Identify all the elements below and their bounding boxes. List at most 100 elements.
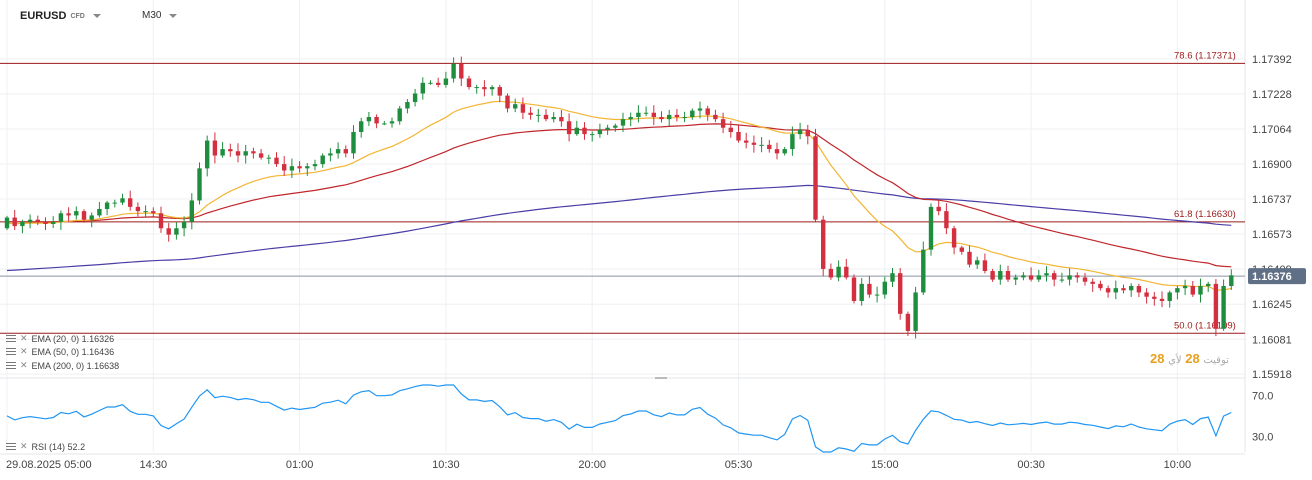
candle-body	[682, 117, 687, 119]
candle	[35, 215, 40, 226]
candle-body	[212, 140, 218, 156]
candle	[874, 286, 880, 303]
candle	[520, 97, 526, 120]
candle	[389, 117, 395, 128]
candle-body	[759, 144, 764, 146]
candle	[1005, 265, 1011, 282]
legend-ema200[interactable]: ✕ EMA (200, 0) 1.16638	[6, 360, 119, 371]
candle	[266, 154, 271, 164]
candle	[466, 75, 472, 90]
candle	[651, 105, 656, 126]
candle-body	[220, 149, 225, 156]
candle-body	[882, 281, 887, 295]
candle	[720, 112, 726, 134]
candle-body	[51, 221, 56, 224]
current-price-label: 1.16376	[1252, 271, 1292, 283]
candle	[574, 120, 579, 136]
candle	[97, 202, 102, 218]
candle-body	[674, 114, 680, 118]
candle-body	[574, 127, 579, 135]
candle	[420, 77, 425, 100]
candle	[590, 131, 595, 142]
candle	[174, 222, 179, 240]
candle-body	[66, 213, 71, 216]
timeframe-selector[interactable]: M30	[142, 10, 178, 21]
candle	[1013, 274, 1018, 286]
candle	[312, 159, 318, 171]
candle-body	[921, 249, 926, 293]
candle	[235, 143, 241, 163]
candle-body	[35, 219, 40, 222]
candle-body	[874, 294, 880, 296]
candle	[690, 108, 695, 120]
candle-body	[590, 134, 595, 136]
candle	[813, 128, 818, 222]
candle	[135, 202, 141, 217]
list-icon	[6, 362, 16, 369]
candle	[1175, 285, 1180, 300]
candle-body	[1206, 283, 1211, 287]
candle	[620, 112, 626, 133]
candle	[243, 144, 248, 164]
candle-body	[1152, 296, 1157, 299]
ema50-line	[6, 123, 1232, 268]
candle-body	[251, 151, 256, 154]
candle-body	[282, 164, 287, 171]
candle-body	[343, 149, 348, 154]
current-price-tag-bg	[1248, 268, 1306, 285]
candle	[998, 264, 1003, 285]
legend-rsi[interactable]: ✕ RSI (14) 52.2	[6, 441, 85, 452]
candle-body	[120, 198, 125, 203]
candle	[220, 142, 225, 158]
price-axis: 1.17392 1.17228 1.17064 1.16900 1.16737 1.165…	[1248, 54, 1306, 381]
candle-body	[713, 114, 718, 120]
candle	[158, 206, 164, 233]
candle	[759, 137, 764, 153]
candle	[790, 126, 795, 156]
legend-ema20[interactable]: ✕ EMA (20, 0) 1.16326	[6, 333, 114, 344]
candle-body	[482, 87, 487, 90]
candle-body	[351, 131, 356, 154]
candle-body	[58, 213, 64, 222]
candle-body	[12, 217, 17, 227]
close-icon[interactable]: ✕	[20, 333, 28, 343]
price-tick-label: 1.16900	[1252, 159, 1292, 171]
candle	[4, 215, 10, 230]
candle-body	[774, 149, 780, 154]
candle-body	[43, 221, 48, 224]
candle-body	[967, 251, 972, 265]
candle	[205, 135, 210, 177]
candle-body	[397, 108, 402, 122]
legend-ema50-label: EMA (50, 0) 1.16436	[31, 346, 115, 357]
close-icon[interactable]: ✕	[20, 360, 28, 370]
candle	[543, 109, 549, 122]
time-tick-label: 15:00	[871, 459, 899, 471]
candle-body	[697, 108, 703, 111]
candle-body	[797, 129, 803, 135]
symbol-selector[interactable]: EURUSD CFD	[20, 10, 101, 22]
candle-body	[728, 127, 733, 132]
candle	[566, 113, 572, 142]
candle	[151, 207, 156, 217]
candle-body	[443, 78, 449, 85]
price-tick-label: 1.16081	[1252, 334, 1292, 346]
candle-body	[582, 127, 587, 135]
legend-ema50[interactable]: ✕ EMA (50, 0) 1.16436	[6, 346, 114, 357]
close-icon[interactable]: ✕	[20, 441, 28, 451]
candle	[890, 267, 895, 287]
chevron-down-icon	[92, 14, 101, 18]
candle	[474, 84, 479, 94]
candle	[1082, 272, 1088, 286]
candle	[1229, 269, 1234, 290]
candle-body	[851, 277, 857, 301]
candle-body	[436, 82, 441, 85]
close-icon[interactable]: ✕	[20, 346, 28, 356]
candle	[636, 105, 641, 123]
candle	[928, 203, 934, 256]
candle	[582, 122, 587, 140]
candle	[443, 71, 449, 88]
candle-body	[174, 228, 179, 235]
candle-body	[1105, 288, 1111, 293]
candle	[343, 145, 348, 158]
